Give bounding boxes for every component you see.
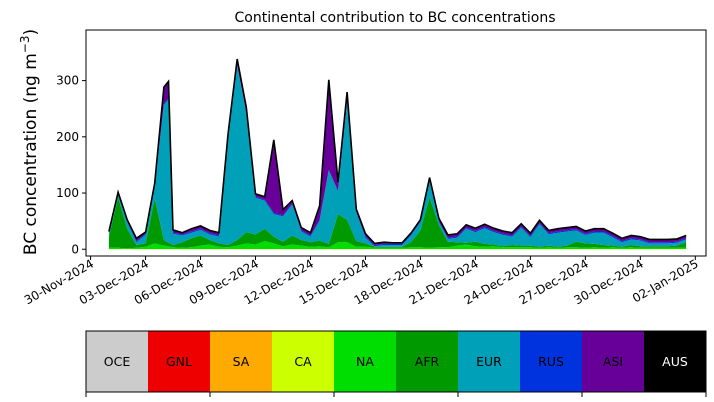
y-axis-label: BC concentration (ng m−3) (18, 29, 41, 255)
legend-label-afr: AFR (415, 354, 440, 369)
legend-swatch-oce (86, 331, 148, 392)
legend-label-oce: OCE (104, 354, 131, 369)
y-tick-label: 0 (71, 242, 79, 256)
area-aus (108, 59, 687, 244)
legend-colorbar: OCE GNL SA CA NA AFR EUR RUS ASI AUS (85, 330, 707, 397)
y-tick-label: 300 (56, 74, 79, 88)
legend-label-ca: CA (294, 354, 312, 369)
legend-frame (85, 330, 707, 393)
plot-area: 010020030030-Nov-202403-Dec-202406-Dec-2… (22, 29, 707, 307)
total-line (108, 58, 687, 245)
legend-swatch-rus (520, 331, 582, 392)
y-axis-label-main: BC concentration (ng m (21, 53, 41, 255)
legend-swatch-gnl (148, 331, 210, 392)
legend-label-sa: SA (233, 354, 250, 369)
plot-frame (85, 29, 707, 257)
legend-label-rus: RUS (538, 354, 564, 369)
legend-swatch-sa (210, 331, 272, 392)
legend-label-na: NA (356, 354, 374, 369)
area-asi (108, 59, 687, 245)
area-rus (108, 64, 687, 247)
legend-swatch-afr (396, 331, 458, 392)
legend-swatch-eur (458, 331, 520, 392)
legend-swatch-ca (272, 331, 334, 392)
legend-swatch-aus (644, 331, 706, 392)
legend-swatch-na (334, 331, 396, 392)
area-eur (108, 65, 687, 247)
y-axis-label-close: ) (21, 29, 41, 36)
chart-title: Continental contribution to BC concentra… (234, 10, 555, 26)
y-tick-label: 100 (56, 186, 79, 200)
legend-label-gnl: GNL (166, 354, 192, 369)
area-na (108, 241, 687, 249)
legend-label-eur: EUR (476, 354, 502, 369)
y-axis-label-exponent: −3 (18, 35, 32, 53)
legend-label-asi: ASI (603, 354, 623, 369)
y-tick-label: 200 (56, 130, 79, 144)
legend-swatch-asi (582, 331, 644, 392)
area-afr (108, 197, 687, 249)
legend-label-aus: AUS (662, 354, 688, 369)
